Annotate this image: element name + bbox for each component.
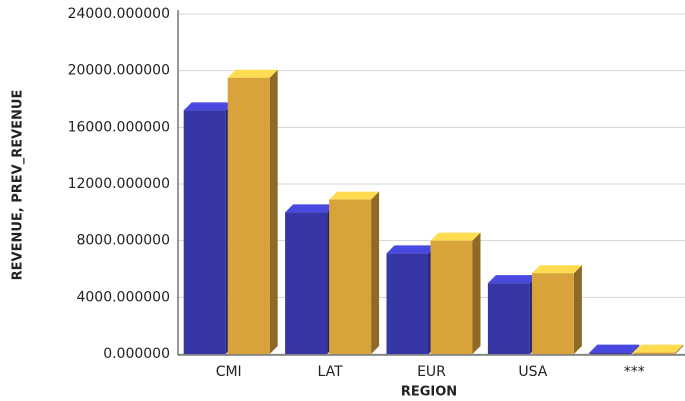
bar-top — [633, 344, 684, 353]
y-tick-label: 0.000000 — [103, 346, 170, 362]
bar-front — [531, 273, 574, 354]
bar-top — [531, 265, 582, 274]
x-tick-label: CMI — [216, 364, 242, 380]
bar — [589, 344, 640, 354]
x-tick-label: *** — [624, 364, 645, 380]
x-axis-label: REGION — [401, 385, 457, 400]
bar-top — [183, 102, 234, 111]
bar-top — [386, 245, 437, 254]
bar-top — [589, 344, 640, 353]
bar-side — [472, 232, 481, 354]
bar — [183, 102, 234, 354]
y-tick-label: 12000.000000 — [68, 176, 170, 192]
bar-front — [329, 199, 372, 354]
bar-side — [631, 344, 640, 354]
bar-front — [227, 77, 270, 354]
bar — [487, 275, 538, 354]
bar-side — [269, 69, 278, 354]
bar-front — [183, 110, 226, 354]
bar — [633, 344, 684, 354]
bar-side — [371, 191, 380, 354]
y-tick-label: 16000.000000 — [68, 119, 170, 135]
bar-top — [285, 204, 336, 213]
x-tick-label: USA — [518, 364, 547, 380]
bar — [531, 265, 582, 354]
bar-top — [487, 275, 538, 284]
bar-front — [285, 212, 328, 354]
y-tick-label: 20000.000000 — [68, 63, 170, 79]
bar — [227, 69, 278, 354]
bar-front — [386, 253, 429, 354]
y-tick-label: 24000.000000 — [68, 6, 170, 22]
bar-top — [227, 69, 278, 78]
bar-front — [430, 240, 473, 354]
bar — [430, 232, 481, 354]
x-tick-label: EUR — [417, 364, 446, 380]
y-axis-label: REVENUE, PREV_REVENUE — [11, 90, 26, 281]
bar-front — [487, 283, 530, 354]
bar-top — [430, 232, 481, 241]
x-tick-label: LAT — [318, 364, 344, 380]
bar-front — [589, 352, 632, 354]
bar — [329, 191, 380, 354]
y-tick-label: 4000.000000 — [76, 289, 170, 305]
bar-side — [573, 265, 582, 354]
bar-side — [675, 344, 684, 354]
bar — [386, 245, 437, 354]
bar — [285, 204, 336, 354]
bar-front — [633, 352, 676, 354]
bar-top — [329, 191, 380, 200]
y-tick-label: 8000.000000 — [76, 233, 170, 249]
